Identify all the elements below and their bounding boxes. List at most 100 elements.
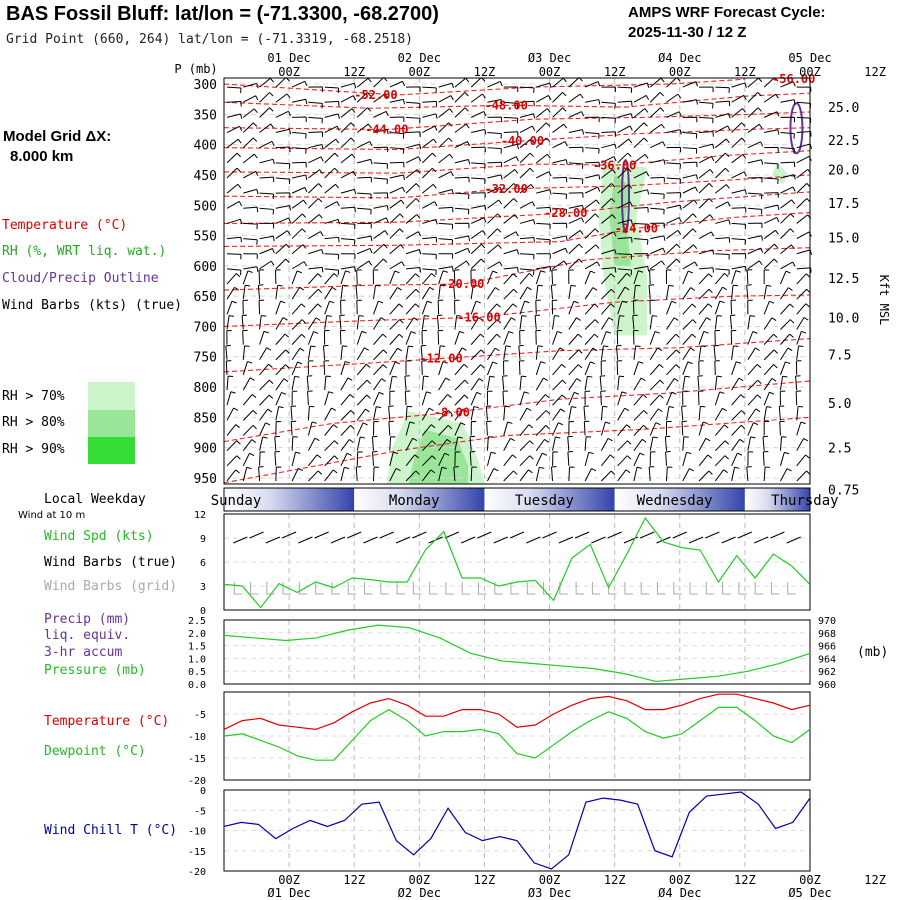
wind-barb bbox=[226, 152, 241, 164]
wind-barb bbox=[437, 329, 444, 345]
wind-barb bbox=[699, 86, 714, 93]
wind-barb bbox=[568, 217, 585, 224]
wind-chill-frame bbox=[223, 789, 811, 872]
wind-barb bbox=[487, 244, 502, 255]
wind-barb bbox=[438, 361, 448, 376]
wind-barb bbox=[274, 451, 280, 466]
wind-barb bbox=[324, 113, 340, 119]
wind-barb bbox=[731, 410, 746, 421]
wind-barb bbox=[747, 331, 758, 345]
wind-barb bbox=[747, 422, 759, 436]
wind-barb bbox=[666, 111, 682, 118]
wind-barb bbox=[308, 101, 323, 109]
top-hour-label: 12Z bbox=[734, 65, 756, 79]
wind-barb bbox=[259, 315, 267, 330]
wind-barb bbox=[389, 319, 404, 330]
wind-barb bbox=[601, 169, 616, 179]
wind-barb bbox=[519, 315, 527, 330]
wind-barb bbox=[534, 314, 541, 330]
wind-barb bbox=[536, 266, 552, 272]
wind-barb bbox=[291, 303, 306, 315]
wind-barb bbox=[715, 138, 730, 149]
wind-barb bbox=[226, 236, 242, 243]
wind-barb bbox=[339, 314, 345, 330]
wind-barb bbox=[405, 345, 414, 360]
bottom-hour-label: 00Z bbox=[408, 873, 430, 887]
wind-barb bbox=[324, 391, 334, 406]
wind-barb bbox=[503, 405, 510, 421]
wind-barb bbox=[666, 229, 682, 239]
wind-barb bbox=[275, 93, 291, 103]
wind-barb bbox=[714, 167, 730, 179]
wind-barb bbox=[731, 394, 745, 406]
wind-barb bbox=[601, 231, 617, 240]
wind-barb bbox=[568, 230, 584, 239]
wind-barb bbox=[617, 152, 632, 164]
wind-barb bbox=[259, 363, 273, 376]
precip-accum-label: 3-hr accum bbox=[44, 645, 123, 660]
wind-barb bbox=[291, 199, 307, 209]
wind-barb bbox=[536, 171, 552, 179]
wind-barb bbox=[780, 186, 796, 194]
wind-barb bbox=[536, 95, 552, 103]
top-hour-label: 00Z bbox=[669, 65, 691, 79]
temperature-line bbox=[223, 693, 811, 731]
wind-chill-tick-label: -20 bbox=[188, 867, 206, 878]
wind-barb bbox=[601, 131, 617, 137]
wind-barb bbox=[698, 454, 713, 467]
wind-barb bbox=[503, 288, 518, 300]
wind-barb bbox=[584, 333, 599, 345]
wind-barb bbox=[438, 206, 454, 213]
wind-barb bbox=[633, 94, 650, 103]
wind-barb bbox=[438, 410, 453, 421]
wind-barb bbox=[763, 300, 775, 315]
wind-barb bbox=[568, 177, 584, 185]
wind-barb bbox=[275, 349, 290, 361]
grid-wind-barb bbox=[429, 582, 438, 595]
wind-barb bbox=[373, 128, 389, 135]
wind-barb bbox=[698, 405, 706, 421]
wind-barb bbox=[650, 192, 665, 200]
wind-barb bbox=[519, 113, 536, 119]
wind-barb bbox=[731, 154, 747, 164]
wind-barb bbox=[308, 86, 323, 92]
wind-barb bbox=[389, 228, 404, 239]
wind-barb bbox=[584, 228, 599, 239]
wind-barb bbox=[470, 421, 477, 436]
wind-barb bbox=[487, 261, 503, 270]
wind-barb bbox=[682, 99, 698, 105]
wind-barb bbox=[503, 169, 519, 179]
wind-barb bbox=[552, 176, 568, 183]
wind-barb bbox=[290, 405, 297, 421]
wind-barb bbox=[438, 171, 454, 179]
wind-barb bbox=[764, 192, 779, 198]
wind-barb bbox=[363, 536, 378, 544]
wind-barb bbox=[600, 317, 614, 330]
wind-barb bbox=[259, 379, 274, 391]
wind-barb bbox=[340, 284, 348, 300]
wind-barb bbox=[503, 331, 514, 345]
wind-barb bbox=[243, 238, 258, 245]
wind-barb bbox=[617, 440, 632, 452]
precip-tick-label: 2.0 bbox=[188, 629, 206, 640]
wind-barb bbox=[389, 390, 395, 406]
wind-barb bbox=[356, 451, 363, 466]
wind-barb bbox=[519, 125, 536, 133]
bottom-date-label: Ø1 Dec bbox=[267, 886, 310, 900]
grid-wind-barb bbox=[298, 582, 308, 595]
wind-barb bbox=[454, 222, 470, 229]
wind-barb bbox=[633, 171, 650, 179]
wind-barb bbox=[731, 171, 747, 179]
wind-barb bbox=[601, 470, 616, 482]
wind-barb bbox=[666, 333, 680, 345]
wind-chill-tick-label: -10 bbox=[188, 827, 206, 838]
wind-barb bbox=[584, 270, 596, 285]
wind-barb bbox=[519, 138, 535, 149]
legend-rh90: RH > 90% bbox=[2, 442, 65, 457]
wind-barb bbox=[454, 260, 470, 270]
weekday-label: Thursday bbox=[771, 493, 838, 509]
wind-barb bbox=[568, 378, 582, 391]
wind-barb bbox=[406, 116, 421, 124]
wind-barb bbox=[470, 111, 487, 118]
wind-barb bbox=[242, 153, 258, 164]
